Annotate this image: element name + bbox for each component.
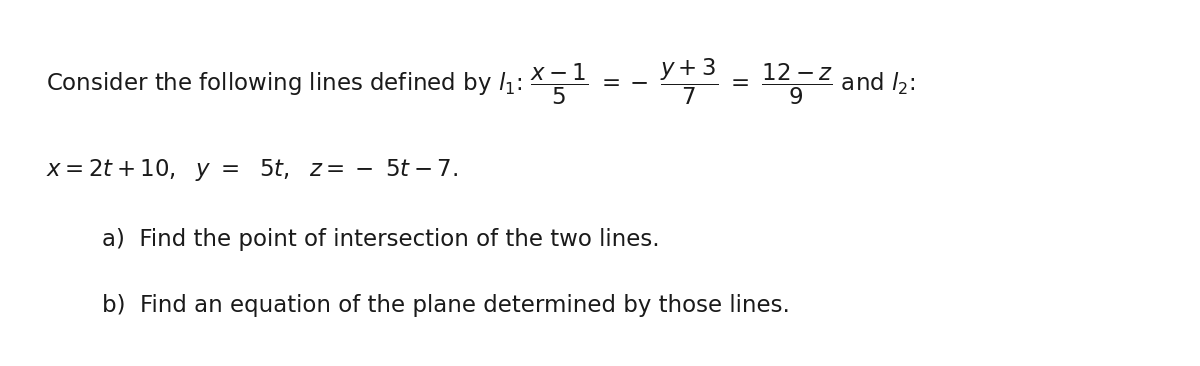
- Text: $x = 2t + 10,\ \ y\ =\ \ 5t,\ \ z =-\ 5t - 7.$: $x = 2t + 10,\ \ y\ =\ \ 5t,\ \ z =-\ 5t…: [46, 157, 457, 183]
- Text: Consider the following lines defined by $l_1$: $\dfrac{x-1}{5}$ $=-$ $\dfrac{y+3: Consider the following lines defined by …: [46, 57, 916, 108]
- Text: b)  Find an equation of the plane determined by those lines.: b) Find an equation of the plane determi…: [102, 294, 790, 317]
- Text: a)  Find the point of intersection of the two lines.: a) Find the point of intersection of the…: [102, 228, 660, 251]
